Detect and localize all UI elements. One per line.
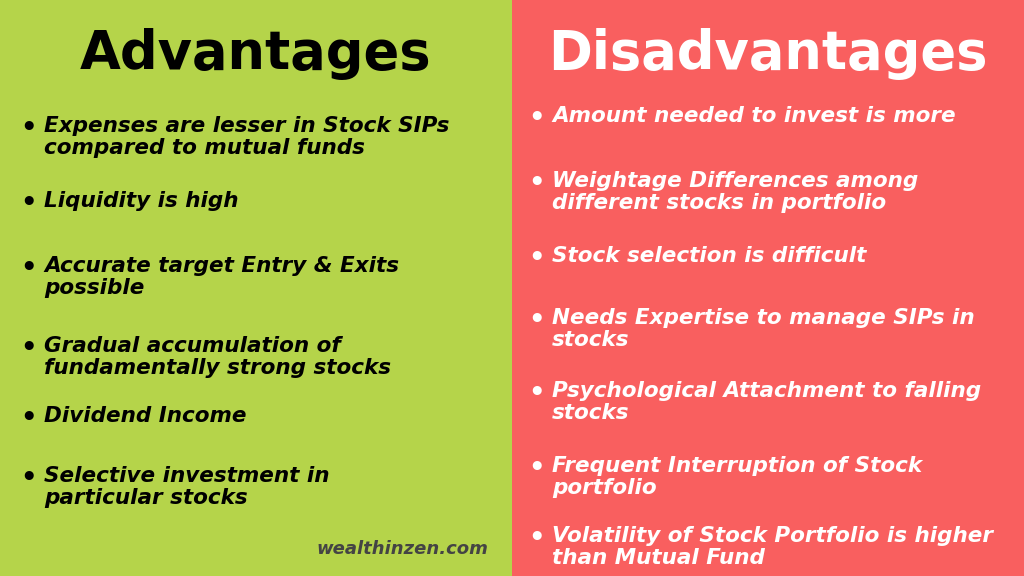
Text: •: • <box>528 526 545 552</box>
Text: Amount needed to invest is more: Amount needed to invest is more <box>552 106 955 126</box>
Text: Advantages: Advantages <box>80 28 432 80</box>
Text: •: • <box>528 308 545 334</box>
Text: •: • <box>528 106 545 132</box>
Text: Weightage Differences among
different stocks in portfolio: Weightage Differences among different st… <box>552 171 919 213</box>
Text: •: • <box>528 381 545 407</box>
Text: Accurate target Entry & Exits
possible: Accurate target Entry & Exits possible <box>44 256 399 298</box>
Bar <box>0 0 512 576</box>
Text: Expenses are lesser in Stock SIPs
compared to mutual funds: Expenses are lesser in Stock SIPs compar… <box>44 116 450 158</box>
Text: Volatility of Stock Portfolio is higher
than Mutual Fund: Volatility of Stock Portfolio is higher … <box>552 526 993 569</box>
Text: •: • <box>20 256 37 282</box>
Text: Psychological Attachment to falling
stocks: Psychological Attachment to falling stoc… <box>552 381 981 423</box>
Text: •: • <box>20 466 37 492</box>
Text: •: • <box>20 191 37 217</box>
Text: Liquidity is high: Liquidity is high <box>44 191 239 211</box>
Text: Needs Expertise to manage SIPs in
stocks: Needs Expertise to manage SIPs in stocks <box>552 308 975 350</box>
Text: •: • <box>528 171 545 197</box>
Text: Stock selection is difficult: Stock selection is difficult <box>552 246 866 266</box>
Text: Disadvantages: Disadvantages <box>548 28 988 80</box>
Text: •: • <box>528 456 545 482</box>
Text: •: • <box>528 246 545 272</box>
Text: Gradual accumulation of
fundamentally strong stocks: Gradual accumulation of fundamentally st… <box>44 336 391 378</box>
Text: •: • <box>20 336 37 362</box>
Text: Frequent Interruption of Stock
portfolio: Frequent Interruption of Stock portfolio <box>552 456 923 498</box>
Text: wealthinzen.com: wealthinzen.com <box>316 540 488 558</box>
Text: •: • <box>20 116 37 142</box>
Text: Selective investment in
particular stocks: Selective investment in particular stock… <box>44 466 330 509</box>
Text: Dividend Income: Dividend Income <box>44 406 247 426</box>
Text: •: • <box>20 406 37 432</box>
Bar <box>512 0 1024 576</box>
